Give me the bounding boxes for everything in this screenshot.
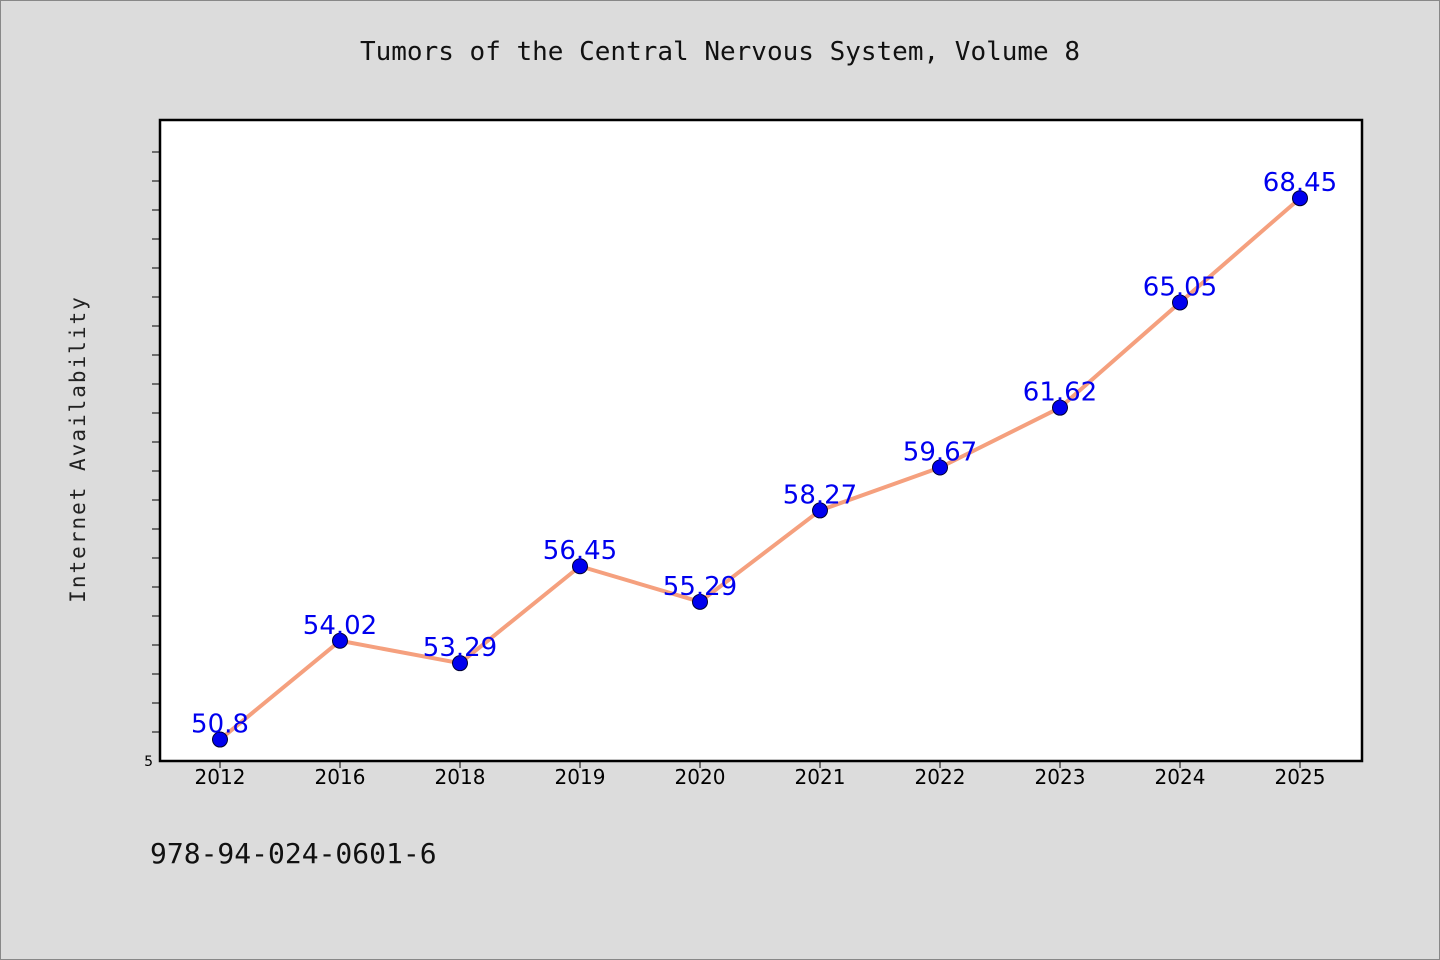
x-tick-label: 2018 [435,765,486,789]
data-label: 68.45 [1263,168,1337,198]
data-point-marker [332,632,348,649]
series-line [218,196,1302,742]
x-tick-label: 2024 [1155,765,1206,789]
x-tick-label: 2022 [915,765,966,789]
data-point-marker [1172,294,1188,311]
x-tick-label: 2019 [555,765,606,789]
x-tick-label: 2016 [315,765,366,789]
data-label: 65.05 [1143,272,1217,302]
data-point-marker [572,558,588,575]
data-point-marker [932,459,948,476]
data-label: 56.45 [543,536,617,566]
data-label: 50.8 [191,710,249,740]
x-tick-label: 2025 [1275,765,1326,789]
data-point-marker [692,593,708,610]
data-label: 61.62 [1023,378,1097,408]
data-point-marker [452,655,468,672]
data-label: 59.67 [903,437,977,467]
x-tick-label: 2023 [1035,765,1086,789]
data-point-marker [212,731,228,748]
data-label: 53.29 [423,633,497,663]
x-tick-label: 2021 [795,765,846,789]
isbn-text: 978-94-024-0601-6 [150,837,437,870]
data-label: 58.27 [783,480,857,510]
data-point-marker [812,502,828,519]
data-point-marker [1292,190,1308,207]
data-label: 55.29 [663,572,737,602]
data-label: 54.02 [303,611,377,641]
chart-title: Tumors of the Central Nervous System, Vo… [359,37,1081,67]
data-point-marker [1052,399,1068,416]
x-tick-label: 2020 [675,765,726,789]
y-tick-label: 5 [144,754,153,770]
x-tick-label: 2012 [195,765,246,789]
plot-frame [158,118,1364,763]
